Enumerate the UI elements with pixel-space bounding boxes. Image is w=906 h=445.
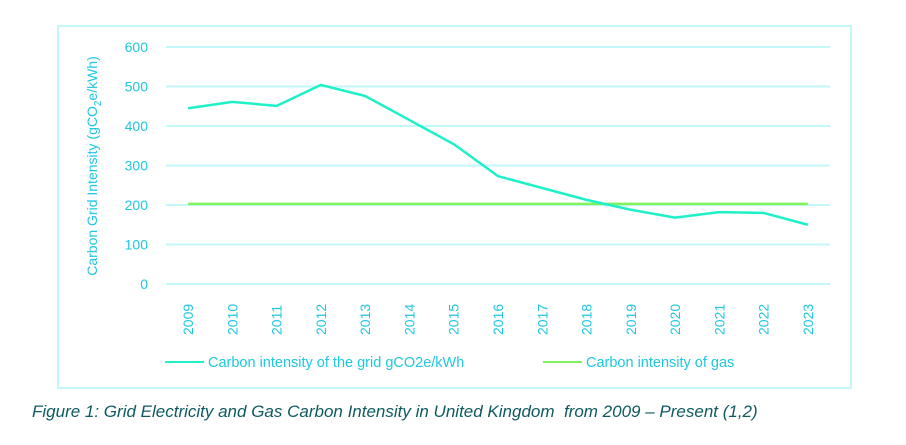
y-tick-label: 400	[125, 118, 149, 134]
x-tick-label: 2009	[180, 304, 196, 335]
line-chart: 0 100 200 300 400 500 600 2009 2010 2011 2012 2013…	[84, 39, 830, 371]
x-tick-labels: 2009 2010 2011 2012 2013 2014 2015 2016 2017 2018…	[180, 304, 816, 335]
y-tick-label: 100	[125, 237, 149, 253]
x-tick-label: 2019	[623, 304, 639, 335]
legend: Carbon intensity of the grid gCO2e/kWh C…	[165, 355, 734, 371]
legend-label-grid: Carbon intensity of the grid gCO2e/kWh	[208, 355, 464, 371]
x-tick-label: 2010	[224, 304, 240, 335]
chart-frame	[57, 25, 852, 389]
series-lines	[187, 83, 809, 226]
x-tick-label: 2021	[711, 304, 727, 335]
x-tick-label: 2017	[534, 304, 550, 335]
x-tick-label: 2012	[313, 304, 329, 335]
y-tick-label: 200	[125, 197, 149, 213]
y-tick-label: 500	[125, 79, 149, 95]
y-tick-labels: 0 100 200 300 400 500 600	[125, 39, 149, 292]
figure-caption: Figure 1: Grid Electricity and Gas Carbo…	[32, 402, 758, 421]
x-tick-label: 2020	[667, 304, 683, 335]
x-tick-label: 2015	[446, 304, 462, 335]
y-axis-label: Carbon Grid Intensity (gCO2e/kWh)	[84, 56, 104, 276]
x-tick-label: 2013	[357, 304, 373, 335]
y-tick-label: 0	[140, 276, 148, 292]
x-tick-label: 2022	[756, 304, 772, 335]
y-tick-label: 600	[125, 39, 149, 55]
x-tick-label: 2016	[490, 304, 506, 335]
x-tick-label: 2018	[579, 304, 595, 335]
legend-label-gas: Carbon intensity of gas	[586, 355, 734, 371]
y-tick-label: 300	[125, 158, 149, 174]
gridlines	[166, 46, 830, 285]
x-tick-label: 2014	[401, 304, 417, 335]
x-tick-label: 2023	[800, 304, 816, 335]
x-tick-label: 2011	[269, 305, 285, 335]
